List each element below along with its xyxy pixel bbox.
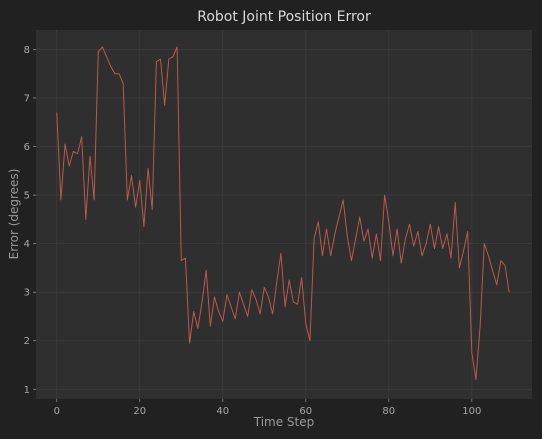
y-tick-label: 1: [24, 385, 30, 396]
y-tick-label: 4: [24, 239, 30, 250]
x-axis-label: Time Step: [253, 415, 315, 429]
y-tick-label: 8: [24, 45, 30, 56]
y-axis-ticks: 1 2 3 4 5 6 7 8: [24, 45, 36, 396]
plot-area: [36, 30, 532, 399]
x-tick-label: 40: [216, 406, 229, 417]
x-tick-label: 100: [462, 406, 481, 417]
x-tick-label: 80: [382, 406, 395, 417]
x-tick-label: 0: [54, 406, 60, 417]
y-axis-label: Error (degrees): [7, 169, 21, 260]
x-axis-ticks: 0 20 40 60 80 100: [54, 399, 481, 417]
y-tick-label: 7: [24, 93, 30, 104]
series-group: [56, 46, 510, 381]
y-tick-label: 3: [24, 288, 30, 299]
y-tick-label: 2: [24, 336, 30, 347]
chart-title: Robot Joint Position Error: [197, 9, 371, 25]
x-tick-label: 20: [133, 406, 146, 417]
y-tick-label: 6: [24, 142, 30, 153]
x-tick-label: 60: [299, 406, 312, 417]
series-line: [56, 46, 510, 381]
y-tick-label: 5: [24, 191, 30, 202]
